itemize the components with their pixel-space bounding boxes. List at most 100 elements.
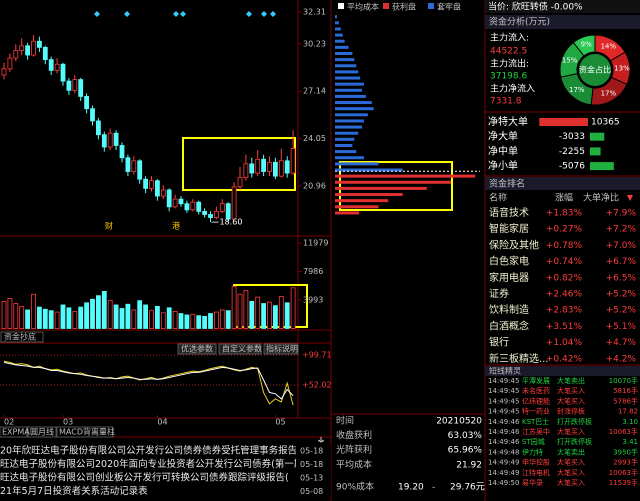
outflow-label: 主力流出:	[490, 58, 529, 70]
chip-bar	[335, 174, 476, 178]
sl-time: 14:49:45	[488, 377, 519, 385]
chip-bar	[335, 15, 337, 19]
chip-bar	[335, 113, 368, 117]
volume-bar	[190, 313, 196, 329]
sl-event: 打开跌停板	[557, 417, 592, 426]
low-label: 18.60	[220, 218, 243, 227]
donut-center-label: 资金占比	[579, 65, 611, 75]
candle-body	[231, 186, 237, 220]
volume-bar	[72, 310, 78, 329]
candle-body	[78, 79, 84, 97]
rank-change: +0.74%	[546, 257, 583, 267]
sl-name: 特一药业	[522, 407, 550, 416]
sl-time: 14:49:50	[488, 479, 519, 487]
col-ratio: 大单净比	[583, 192, 619, 204]
col-name: 名称	[489, 192, 507, 204]
chip-bar	[335, 162, 379, 166]
volume-bar	[208, 313, 213, 329]
candle-body	[149, 180, 154, 189]
candle-body	[19, 45, 25, 51]
info-label: 平均成本	[336, 459, 372, 471]
candle-body	[31, 40, 36, 56]
tab[interactable]: 资金抄底	[4, 332, 36, 342]
volume-bar	[66, 307, 72, 329]
rank-name: 白酒概念	[489, 319, 529, 332]
rank-change: +0.82%	[546, 273, 583, 283]
volume-bar	[225, 310, 231, 329]
button[interactable]: 指标说明	[266, 344, 298, 354]
sl-time: 14:49:46	[488, 438, 520, 446]
sl-event: 大笔买入	[557, 478, 585, 487]
candle-body	[261, 158, 267, 172]
info-sep: -	[432, 483, 435, 493]
bottom-tab[interactable]: MACD背离量柱	[59, 427, 115, 437]
candle-body	[125, 157, 131, 172]
sl-value: 10063手	[609, 427, 638, 436]
button[interactable]: 自定义参数	[222, 344, 262, 354]
news-date: 05-18	[300, 460, 323, 469]
news-mask	[296, 472, 331, 484]
volume-bar	[60, 304, 66, 329]
sl-name: 申华控股	[522, 458, 550, 467]
bottom-tab-boxes	[0, 426, 114, 438]
volume-bar	[37, 306, 42, 329]
chip-bar	[335, 205, 379, 209]
chip-bar	[335, 82, 364, 86]
chip-bar	[335, 21, 339, 25]
volume-bar	[154, 305, 160, 329]
news-mask	[296, 458, 331, 471]
bottom-tab[interactable]: EXPMA	[2, 428, 30, 437]
tab-box[interactable]	[0, 331, 44, 343]
volume-bar	[143, 304, 149, 329]
sl-time: 14:49:49	[488, 469, 519, 477]
rank-ratio: +4.7%	[606, 338, 637, 348]
candle-body	[107, 132, 113, 148]
info-label: 光阵获利	[336, 444, 372, 456]
button[interactable]: 优选参数	[181, 344, 213, 354]
candle-body	[237, 177, 243, 188]
rank-ratio: +5.1%	[606, 322, 637, 332]
y-tick-label: 3993	[303, 295, 323, 304]
candle-body	[249, 163, 255, 174]
volume-bar	[237, 293, 243, 329]
chip-bar	[335, 51, 353, 55]
sl-name: ST园城	[522, 438, 545, 446]
chip-bar	[335, 125, 363, 129]
x-tick-label: 04	[157, 418, 167, 427]
chip-bar	[335, 94, 366, 98]
chip-bar	[335, 45, 349, 49]
rank-change: +0.78%	[546, 241, 583, 251]
sl-value: 3.41	[622, 438, 638, 446]
volume-bar	[196, 315, 202, 329]
flow-bar	[590, 147, 601, 156]
candle-body	[143, 178, 149, 189]
candle-body	[243, 163, 249, 179]
rank-change: +2.46%	[546, 290, 583, 300]
chip-bar	[335, 211, 360, 215]
download-icon[interactable]	[318, 437, 324, 443]
netflow-value: 7331.8	[490, 97, 522, 107]
volume-bar	[243, 290, 249, 329]
chip-bar	[335, 39, 345, 43]
sl-time: 14:49:45	[488, 397, 519, 405]
inflow-value: 44522.5	[490, 47, 527, 57]
candle-body	[42, 46, 48, 61]
candle-body	[255, 158, 261, 174]
volume-bar	[172, 310, 178, 329]
donut-label: 9%	[581, 40, 592, 48]
info-value: 21.92	[456, 461, 482, 471]
y-tick-label: 32.31	[303, 7, 326, 16]
donut-slice	[572, 34, 596, 57]
volume-bar	[1, 300, 7, 329]
bottom-tab[interactable]: 圆月线	[30, 427, 54, 437]
sl-value: 2993手	[613, 458, 638, 467]
sl-name: 江特电机	[522, 468, 550, 477]
sl-event: 封涨停板	[557, 407, 585, 416]
y-tick-label: 7986	[303, 267, 323, 276]
candle-body	[72, 79, 78, 91]
candle-body	[1, 68, 7, 76]
volume-bar	[90, 298, 95, 329]
signal-icons	[94, 11, 276, 17]
volume-bar	[272, 305, 278, 329]
